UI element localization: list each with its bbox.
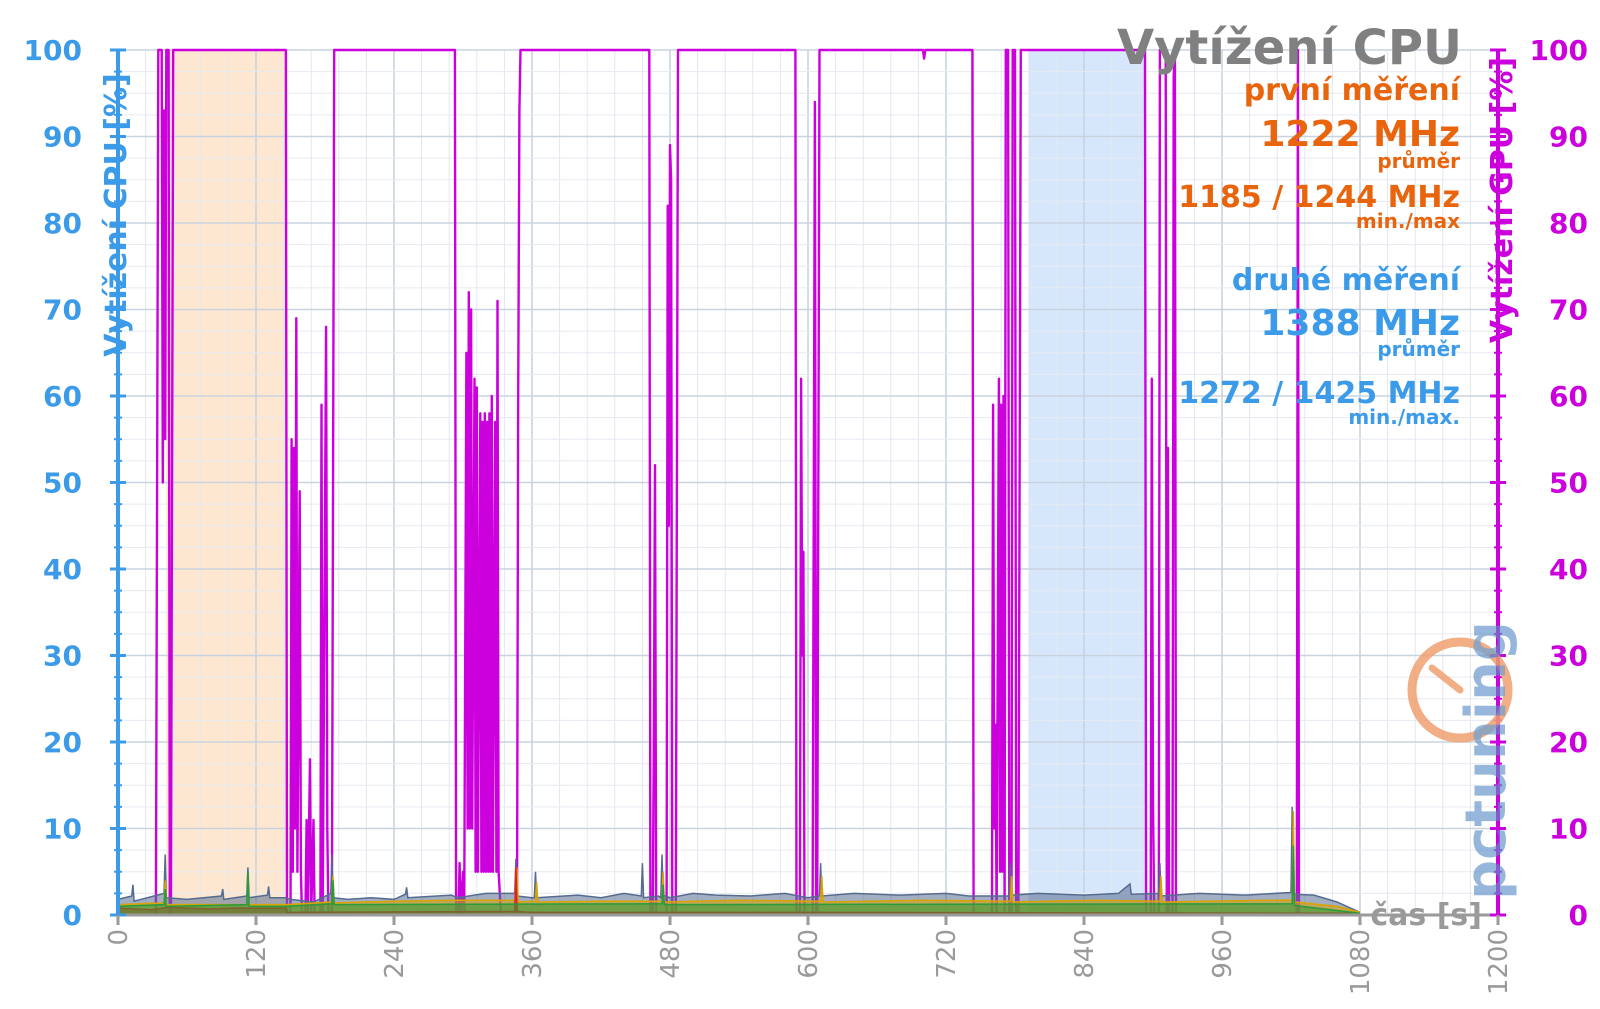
y-tick-right-label: 90 <box>1549 121 1588 154</box>
x-tick-label: 840 <box>1070 929 1100 979</box>
y-tick-right-label: 100 <box>1530 34 1588 67</box>
annotation-second-label: druhé měření <box>1232 263 1462 298</box>
y-tick-left-label: 70 <box>43 294 82 327</box>
logo-clock-hand-icon <box>1428 664 1464 694</box>
y-tick-left-label: 50 <box>43 467 82 500</box>
x-tick-label: 360 <box>518 929 548 979</box>
x-tick-label: 1200 <box>1484 929 1514 995</box>
watermark-text: pctuning <box>1454 621 1519 900</box>
x-tick-label: 960 <box>1208 929 1238 979</box>
annotation-first-minmax-caption: min./max <box>1356 209 1460 233</box>
pctuning-logo: pctuning <box>1407 621 1519 900</box>
y-tick-right-label: 40 <box>1549 553 1588 586</box>
series-0-line <box>118 48 1498 917</box>
y-tick-right-label: 50 <box>1549 467 1588 500</box>
annotation-second-minmax-caption: min./max. <box>1348 405 1460 429</box>
y-tick-left-label: 20 <box>43 726 82 759</box>
series-layer <box>117 48 1498 917</box>
x-tick-label: 1080 <box>1346 929 1376 995</box>
y-axis-left-title: Vytížení CPU [%] <box>99 73 134 357</box>
annotation-second-avg: 1388 MHz <box>1260 303 1460 344</box>
axes: 0 0 10 10 20 20 30 30 40 40 50 50 60 60 70 70 80 80 90 90 10… <box>24 34 1588 995</box>
x-tick-label: 480 <box>656 929 686 979</box>
y-tick-right-label: 20 <box>1549 726 1588 759</box>
y-tick-right-label: 0 <box>1569 899 1588 932</box>
y-tick-left-label: 90 <box>43 121 82 154</box>
y-tick-left-label: 60 <box>43 380 82 413</box>
annotation-second-avg-caption: průměr <box>1377 337 1460 361</box>
y-tick-left-label: 80 <box>43 207 82 240</box>
y-tick-left-label: 0 <box>63 899 82 932</box>
x-tick-label: 600 <box>794 929 824 979</box>
chart-title: Vytížení CPU <box>1117 20 1462 76</box>
y-tick-right-label: 30 <box>1549 640 1588 673</box>
y-tick-right-label: 70 <box>1549 294 1588 327</box>
y-tick-left-label: 40 <box>43 553 82 586</box>
x-tick-label: 240 <box>380 929 410 979</box>
y-tick-left-label: 100 <box>24 34 82 67</box>
series-4-area <box>118 845 1360 915</box>
x-tick-label: 120 <box>242 929 272 979</box>
x-tick-label: 0 <box>104 929 134 946</box>
y-tick-right-label: 60 <box>1549 380 1588 413</box>
logo-ring-icon <box>1407 637 1513 743</box>
x-axis-title: čas [s] <box>1370 898 1482 933</box>
series-4-line <box>117 845 1361 915</box>
annotation-first-minmax: 1185 / 1244 MHz <box>1178 180 1460 215</box>
y-axis-right-title: Vytížení GPU [%] <box>1485 57 1520 343</box>
annotation-first-label: první měření <box>1244 73 1462 108</box>
annotation-second-minmax: 1272 / 1425 MHz <box>1178 376 1460 411</box>
annotation-first-avg: 1222 MHz <box>1260 114 1460 155</box>
y-tick-right-label: 80 <box>1549 207 1588 240</box>
y-tick-left-label: 10 <box>43 813 82 846</box>
annotation-first-avg-caption: průměr <box>1377 149 1460 173</box>
y-tick-right-label: 10 <box>1549 813 1588 846</box>
x-tick-label: 720 <box>932 929 962 979</box>
y-tick-left-label: 30 <box>43 640 82 673</box>
series-1-line <box>117 806 1361 914</box>
